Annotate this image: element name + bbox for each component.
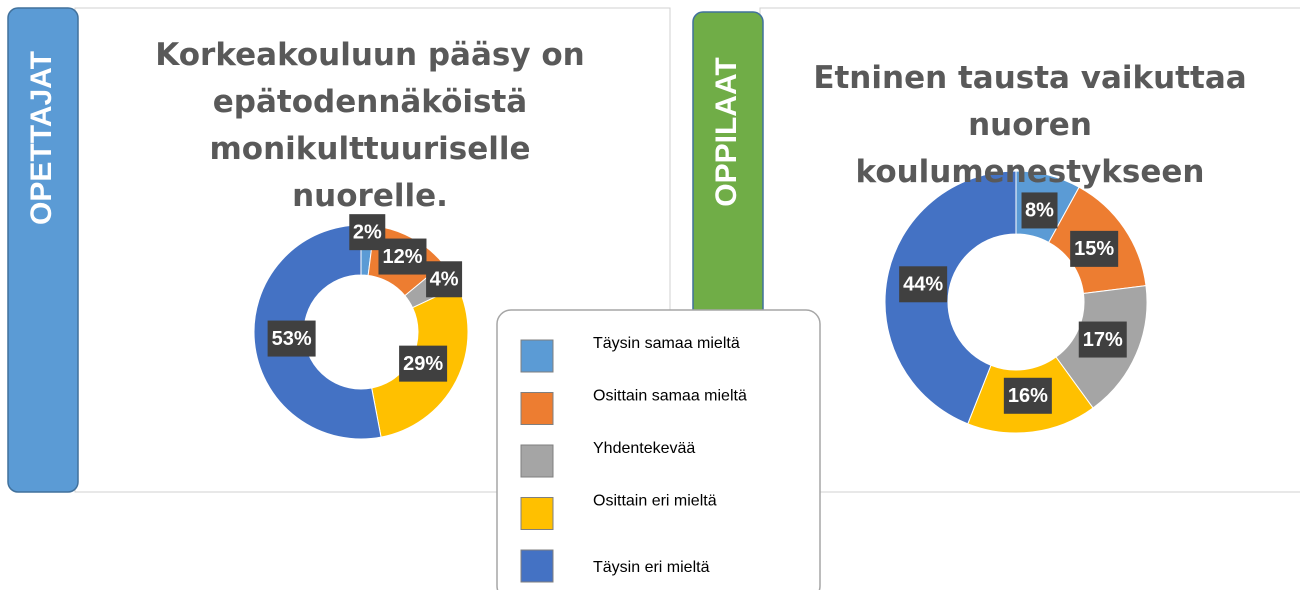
donut-segment (253, 224, 382, 440)
legend-swatch (520, 497, 554, 530)
side-tab (7, 7, 79, 493)
data-label-box (1078, 321, 1127, 358)
data-label: 16% (1008, 385, 1048, 407)
data-label: 8% (1025, 200, 1054, 222)
side-label: OPETTAJAT (25, 51, 58, 225)
legend-swatch (520, 339, 554, 373)
side-label: OPPILAAT (710, 57, 743, 206)
data-label-box (426, 261, 463, 298)
data-label-box (267, 320, 316, 357)
data-label-box (1021, 192, 1058, 229)
data-label-box (1070, 230, 1119, 267)
data-label-box (399, 345, 448, 382)
legend-label: Yhdentekevää (593, 440, 695, 457)
data-label: 44% (903, 274, 943, 296)
legend-box (496, 309, 821, 590)
data-label: 17% (1083, 329, 1123, 351)
data-label: 53% (272, 328, 312, 350)
data-label: 15% (1074, 238, 1114, 260)
chart-title: Korkeakouluun pääsy on epätodennäköistä … (155, 37, 585, 214)
data-label: 2% (353, 221, 382, 243)
data-label-box (899, 266, 948, 303)
chart-title: Etninen tausta vaikuttaa nuoren koulumen… (813, 60, 1247, 190)
donut-segment (884, 170, 1017, 425)
data-label: 29% (403, 353, 443, 375)
legend-swatch (520, 392, 554, 425)
data-label: 12% (382, 246, 422, 268)
legend-swatch (520, 444, 554, 478)
legend-label: Osittain samaa mieltä (593, 388, 747, 405)
data-label: 4% (430, 269, 459, 291)
data-label-box (1003, 377, 1052, 414)
legend-label: Täysin eri mieltä (593, 559, 710, 576)
legend-swatch (520, 549, 554, 583)
legend-label: Täysin samaa mieltä (593, 335, 740, 352)
legend-label: Osittain eri mieltä (593, 493, 717, 510)
data-label-box (378, 238, 427, 275)
